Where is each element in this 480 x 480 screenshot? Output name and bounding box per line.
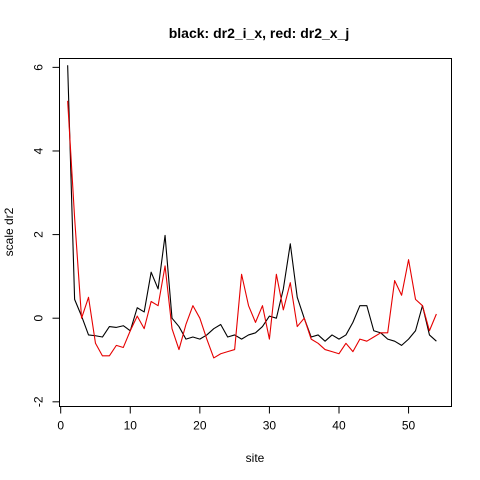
chart-title: black: dr2_i_x, red: dr2_x_j bbox=[169, 25, 350, 41]
y-tick-label: 4 bbox=[32, 147, 46, 154]
y-axis-label: scale dr2 bbox=[2, 207, 16, 256]
x-tick-label: 0 bbox=[57, 419, 64, 433]
series-line-red bbox=[67, 100, 437, 359]
y-tick-label: 6 bbox=[32, 64, 46, 71]
x-axis: 0 10 20 30 40 50 bbox=[57, 406, 416, 433]
x-tick-label: 20 bbox=[193, 419, 207, 433]
x-tick-label: 10 bbox=[124, 419, 138, 433]
plot-area-box bbox=[59, 58, 452, 407]
series-line-black bbox=[67, 65, 437, 346]
y-axis: -2 0 2 4 6 bbox=[32, 64, 60, 407]
y-tick-label: 0 bbox=[32, 315, 46, 322]
x-tick-label: 50 bbox=[402, 419, 416, 433]
y-tick-label: -2 bbox=[32, 396, 46, 407]
x-tick-label: 40 bbox=[332, 419, 346, 433]
x-tick-label: 30 bbox=[263, 419, 277, 433]
series-layer bbox=[67, 65, 437, 359]
y-tick-label: 2 bbox=[32, 231, 46, 238]
x-axis-label: site bbox=[246, 451, 265, 465]
